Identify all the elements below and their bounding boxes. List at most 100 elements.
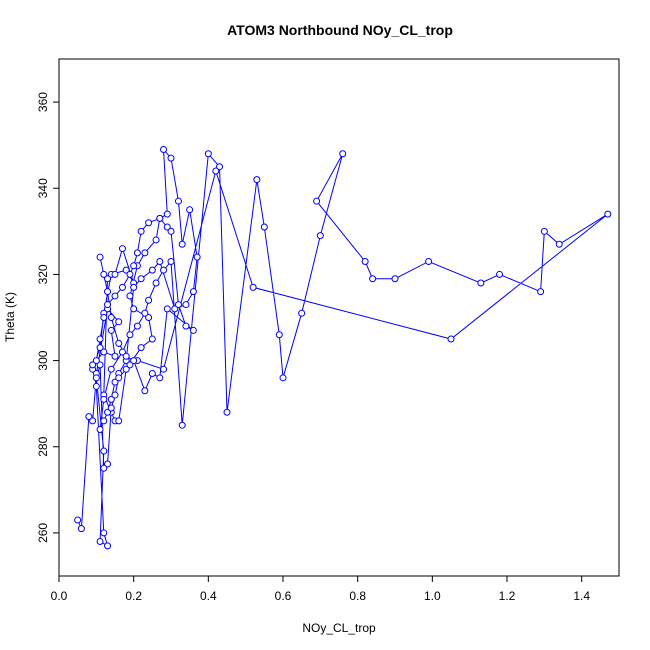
data-point [122, 365, 130, 373]
data-point [163, 305, 171, 313]
y-tick-label: 320 [36, 264, 50, 284]
data-point [313, 197, 321, 205]
data-point [130, 305, 138, 313]
data-point [96, 335, 104, 343]
data-point [156, 214, 164, 222]
x-tick-label: 0.0 [51, 589, 68, 603]
data-point [100, 270, 108, 278]
data-point [477, 279, 485, 287]
data-point [361, 257, 369, 265]
data-point [107, 365, 115, 373]
data-point [204, 150, 212, 158]
data-point [163, 223, 171, 231]
data-point [130, 283, 138, 291]
data-point [193, 253, 201, 261]
data-point [298, 309, 306, 317]
data-point [152, 236, 160, 244]
data-point [96, 253, 104, 261]
data-point [167, 257, 175, 265]
data-point [130, 262, 138, 270]
data-point [145, 296, 153, 304]
data-point [160, 266, 168, 274]
data-point [118, 245, 126, 253]
data-point [425, 257, 433, 265]
data-point [339, 150, 347, 158]
data-point [160, 145, 168, 153]
data-point [96, 426, 104, 434]
plot-frame [58, 58, 620, 577]
x-tick-label: 1.0 [424, 589, 441, 603]
data-point [89, 361, 97, 369]
data-point [126, 270, 134, 278]
data-point [115, 374, 123, 382]
data-point [100, 464, 108, 472]
data-point [537, 288, 545, 296]
data-point [137, 275, 145, 283]
data-point [115, 318, 123, 326]
y-tick-label: 340 [36, 178, 50, 198]
data-point [118, 348, 126, 356]
x-tick-label: 0.6 [275, 589, 292, 603]
data-point [115, 417, 123, 425]
data-point [223, 408, 231, 416]
data-point [212, 167, 220, 175]
data-point [171, 305, 179, 313]
data-point [104, 275, 112, 283]
data-point [104, 408, 112, 416]
data-point [249, 283, 257, 291]
data-point [96, 361, 104, 369]
data-point [133, 322, 141, 330]
data-point [118, 283, 126, 291]
data-point [216, 163, 224, 171]
x-tick-label: 0.8 [349, 589, 366, 603]
x-tick-label: 1.2 [499, 589, 516, 603]
data-point [160, 365, 168, 373]
data-point [141, 387, 149, 395]
data-point [163, 210, 171, 218]
data-point [148, 370, 156, 378]
data-point [104, 288, 112, 296]
data-point [145, 219, 153, 227]
data-point [122, 352, 130, 360]
data-point [152, 279, 160, 287]
data-points [74, 145, 612, 550]
data-point [104, 460, 112, 468]
data-point [107, 326, 115, 334]
data-point [447, 335, 455, 343]
data-point [122, 266, 130, 274]
data-point [178, 421, 186, 429]
data-point [137, 227, 145, 235]
data-point [145, 314, 153, 321]
data-point [137, 344, 145, 352]
data-point [100, 529, 108, 537]
data-point [167, 227, 175, 235]
data-point [189, 288, 197, 296]
data-point [555, 240, 563, 248]
data-point [111, 391, 119, 399]
data-point [111, 352, 119, 360]
data-point [279, 374, 287, 382]
data-point [186, 206, 194, 214]
data-point [100, 395, 108, 403]
data-point [182, 322, 190, 330]
data-point [74, 516, 82, 524]
data-point [540, 227, 548, 235]
data-point [178, 240, 186, 248]
data-point [156, 374, 164, 382]
data-point [92, 374, 100, 382]
data-point [89, 417, 97, 425]
data-point [100, 314, 108, 321]
data-point [107, 395, 115, 403]
data-point [126, 331, 134, 339]
data-point [133, 249, 141, 257]
y-tick-label: 260 [36, 523, 50, 543]
data-point [130, 357, 138, 365]
data-point [156, 257, 164, 265]
data-point [126, 361, 134, 369]
x-tick-label: 0.4 [200, 589, 217, 603]
data-point [92, 382, 100, 390]
data-point [141, 309, 149, 317]
data-point [100, 348, 108, 356]
data-point [85, 413, 93, 421]
